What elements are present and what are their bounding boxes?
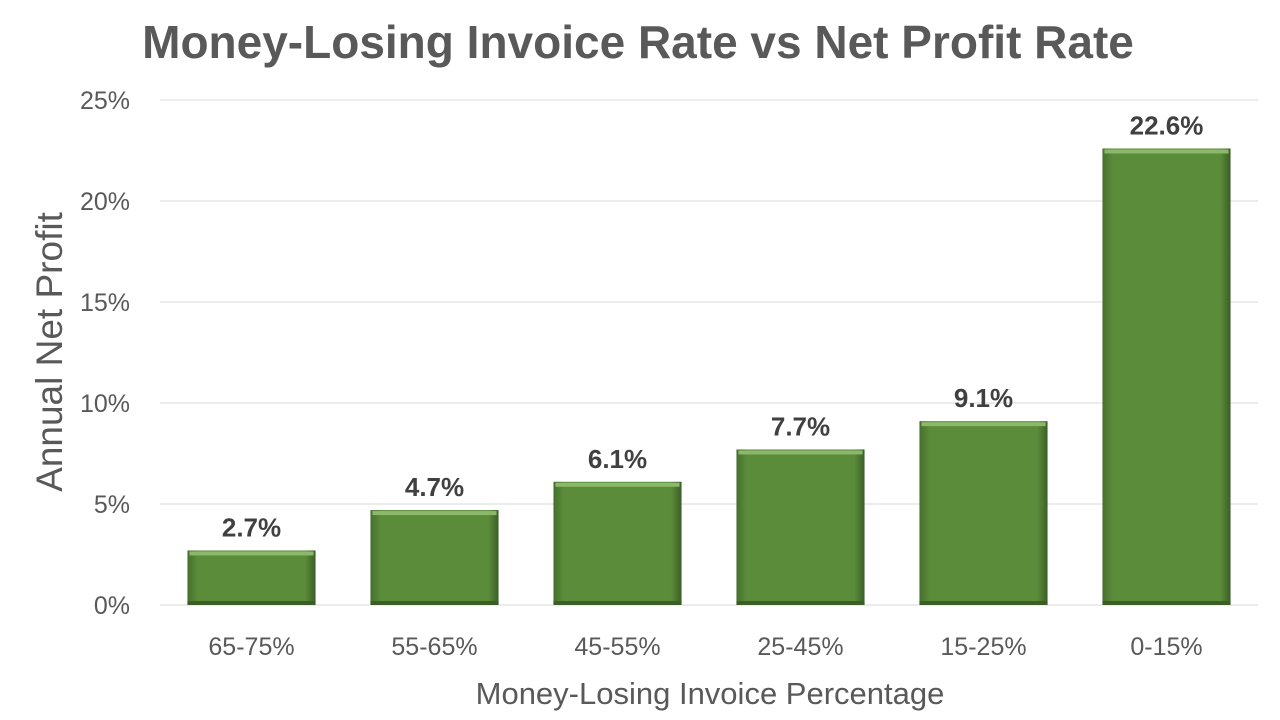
bar xyxy=(370,510,499,605)
data-label: 22.6% xyxy=(1130,110,1204,140)
bar-shadow xyxy=(370,601,499,605)
data-label: 9.1% xyxy=(954,383,1013,413)
bar-body xyxy=(1102,148,1231,606)
bar-highlight xyxy=(189,551,314,556)
x-axis-label: Money-Losing Invoice Percentage xyxy=(476,676,945,711)
y-tick-label: 0% xyxy=(94,592,130,620)
bar-shadow xyxy=(1102,601,1231,605)
gridlines xyxy=(160,99,1258,606)
bar-highlight xyxy=(738,450,863,455)
bar-body xyxy=(370,510,499,605)
y-tick-label: 20% xyxy=(80,188,130,216)
x-tick-label: 0-15% xyxy=(1130,633,1202,661)
bar-shadow xyxy=(736,601,865,605)
bar xyxy=(553,481,682,605)
y-tick-label: 25% xyxy=(80,87,130,115)
bar-body xyxy=(736,449,865,605)
bar xyxy=(736,449,865,605)
y-tick-label: 5% xyxy=(94,491,130,519)
x-tick-label: 25-45% xyxy=(757,633,843,661)
y-tick-label: 15% xyxy=(80,289,130,317)
data-labels: 2.7% 4.7% 6.1% 7.7% 9.1% 22.6% xyxy=(222,110,1204,542)
y-axis-ticks: 0% 5% 10% 15% 20% 25% xyxy=(80,87,130,620)
y-tick-label: 10% xyxy=(80,390,130,418)
bar-shadow xyxy=(187,601,316,605)
data-label: 6.1% xyxy=(588,444,647,474)
bar-shadow xyxy=(553,601,682,605)
bar-body xyxy=(919,421,1048,605)
bar xyxy=(919,421,1048,605)
bars xyxy=(187,148,1231,606)
x-tick-label: 65-75% xyxy=(208,633,294,661)
bar-body xyxy=(187,550,316,605)
data-label: 7.7% xyxy=(771,411,830,441)
x-tick-label: 15-25% xyxy=(940,633,1026,661)
x-axis-ticks: 65-75% 55-65% 45-55% 25-45% 15-25% 0-15% xyxy=(208,633,1202,661)
bar xyxy=(187,550,316,605)
bar-highlight xyxy=(555,482,680,487)
y-axis-label: Annual Net Profit xyxy=(29,211,70,491)
x-tick-label: 45-55% xyxy=(574,633,660,661)
bar xyxy=(1102,148,1231,606)
data-label: 4.7% xyxy=(405,472,464,502)
x-tick-label: 55-65% xyxy=(391,633,477,661)
data-label: 2.7% xyxy=(222,512,281,542)
bar-highlight xyxy=(372,511,497,516)
bar-highlight xyxy=(1104,149,1229,154)
chart-title: Money-Losing Invoice Rate vs Net Profit … xyxy=(142,16,1134,68)
bar-body xyxy=(553,481,682,605)
bar-shadow xyxy=(919,601,1048,605)
bar-highlight xyxy=(921,422,1046,427)
